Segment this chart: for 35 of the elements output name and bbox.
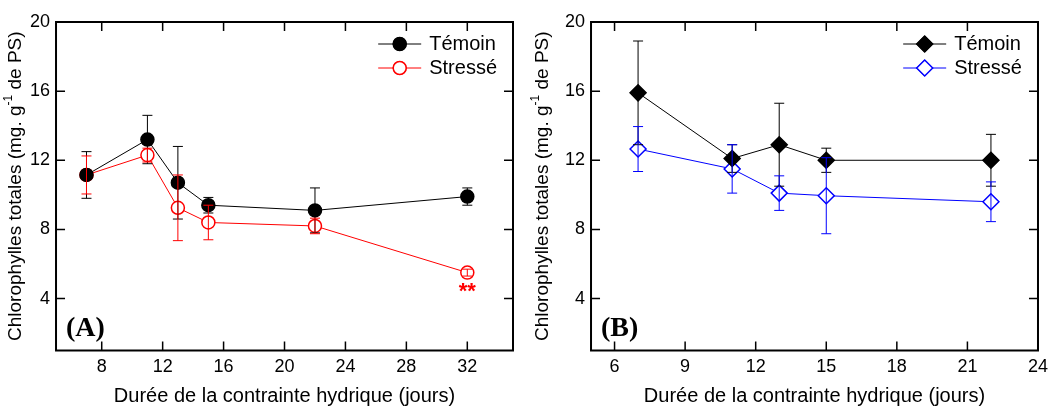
- x-tick-label: 20: [274, 356, 295, 377]
- y-axis-title: Chlorophylles totales (mg. g-1 de PS): [528, 31, 553, 341]
- y-tick-label: 4: [575, 287, 586, 308]
- y-tick-label: 12: [29, 149, 51, 170]
- x-tick-label: 16: [213, 356, 234, 377]
- y-tick-label: 8: [575, 218, 586, 239]
- x-tick-label: 15: [816, 356, 837, 377]
- x-tick-label: 32: [457, 356, 478, 377]
- y-tick-label: 16: [29, 80, 51, 101]
- x-tick-label: 24: [335, 356, 356, 377]
- x-axis-title: Durée de la contrainte hydrique (jours): [643, 383, 986, 406]
- y-axis-title: Chlorophylles totales (mg. g-1 de PS): [1, 31, 26, 341]
- x-axis-title: Durée de la contrainte hydrique (jours): [113, 383, 456, 406]
- annotation: (A): [66, 310, 105, 342]
- legend-label: Stressé: [429, 55, 498, 78]
- x-tick-label: 6: [609, 356, 620, 377]
- x-tick-label: 9: [680, 356, 691, 377]
- x-tick-label: 8: [96, 356, 107, 377]
- y-tick-label: 16: [564, 80, 586, 101]
- annotation: (B): [601, 310, 639, 342]
- x-tick-label: 18: [886, 356, 907, 377]
- legend-label: Témoin: [954, 31, 1021, 54]
- x-tick-label: 28: [396, 356, 417, 377]
- y-tick-label: 20: [564, 10, 586, 31]
- x-tick-label: 12: [745, 356, 766, 377]
- x-tick-label: 21: [957, 356, 978, 377]
- legend-label: Stressé: [954, 55, 1022, 78]
- y-tick-label: 12: [564, 149, 586, 170]
- y-tick-label: 8: [40, 218, 51, 239]
- y-tick-label: 4: [40, 287, 51, 308]
- x-tick-label: 24: [1027, 356, 1048, 377]
- x-tick-label: 12: [152, 356, 173, 377]
- annotation: **: [458, 277, 477, 303]
- y-tick-label: 20: [29, 10, 51, 31]
- legend-label: Témoin: [429, 31, 496, 54]
